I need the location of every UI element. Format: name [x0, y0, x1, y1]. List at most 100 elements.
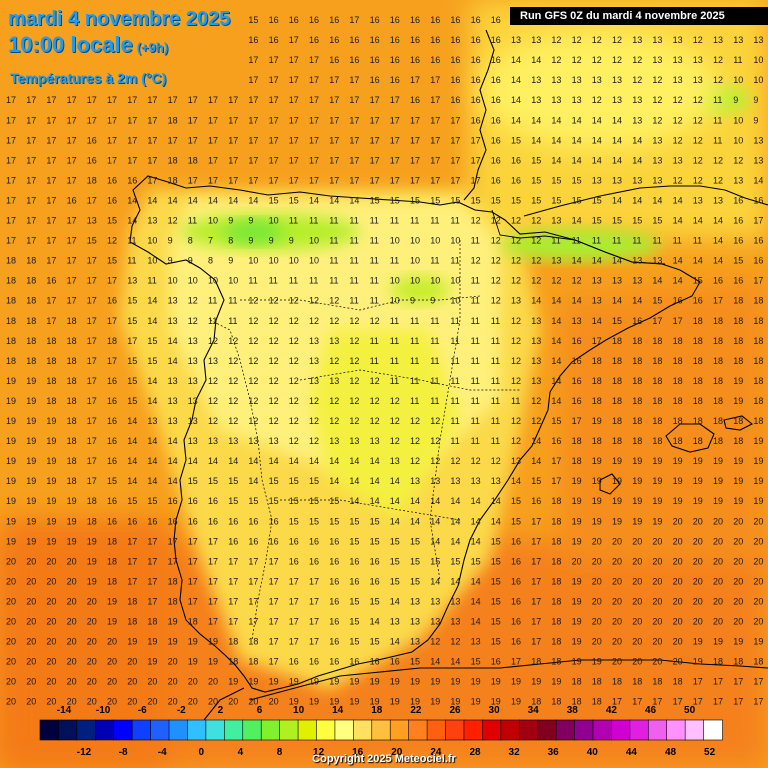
grid-temperature-value: 16 — [289, 15, 299, 25]
grid-temperature-value: 14 — [168, 196, 178, 206]
grid-temperature-value: 13 — [551, 75, 561, 85]
grid-temperature-value: 13 — [208, 356, 218, 366]
legend-swatch — [555, 719, 576, 741]
grid-temperature-value: 17 — [127, 336, 137, 346]
grid-temperature-value: 20 — [67, 576, 77, 586]
grid-temperature-value: 16 — [390, 35, 400, 45]
france-mediterranean-coast — [523, 185, 768, 217]
cool-zone-central — [310, 330, 460, 520]
grid-temperature-value: 15 — [127, 296, 137, 306]
grid-temperature-value: 15 — [147, 496, 157, 506]
grid-temperature-value: 15 — [147, 336, 157, 346]
grid-temperature-value: 10 — [733, 115, 743, 125]
grid-temperature-value: 12 — [491, 276, 501, 286]
grid-temperature-value: 15 — [531, 175, 541, 185]
grid-temperature-value: 19 — [410, 677, 420, 687]
grid-temperature-value: 20 — [733, 597, 743, 607]
grid-temperature-value: 17 — [753, 697, 763, 707]
grid-temperature-value: 16 — [551, 436, 561, 446]
grid-temperature-value: 17 — [87, 396, 97, 406]
iberian-coastline — [129, 175, 701, 693]
grid-temperature-value: 19 — [26, 496, 36, 506]
grid-temperature-value: 20 — [228, 697, 238, 707]
grid-temperature-value: 15 — [410, 556, 420, 566]
france-atlantic-coast — [463, 29, 495, 201]
grid-temperature-value: 17 — [289, 576, 299, 586]
grid-temperature-value: 13 — [713, 35, 723, 45]
grid-temperature-value: 15 — [491, 617, 501, 627]
grid-temperature-value: 14 — [269, 456, 279, 466]
grid-temperature-value: 19 — [652, 496, 662, 506]
grid-temperature-value: 18 — [592, 697, 602, 707]
grid-temperature-value: 13 — [450, 597, 460, 607]
grid-temperature-value: 17 — [693, 697, 703, 707]
grid-temperature-value: 17 — [208, 617, 218, 627]
grid-temperature-value: 10 — [269, 256, 279, 266]
grid-temperature-value: 17 — [269, 175, 279, 185]
grid-temperature-value: 17 — [269, 657, 279, 667]
grid-temperature-value: 14 — [329, 476, 339, 486]
grid-temperature-value: 11 — [147, 276, 156, 286]
grid-temperature-value: 17 — [269, 155, 279, 165]
legend-swatch — [574, 719, 594, 741]
grid-temperature-value: 13 — [612, 95, 622, 105]
grid-temperature-value: 10 — [450, 236, 460, 246]
grid-temperature-value: 19 — [511, 677, 521, 687]
grid-temperature-value: 19 — [693, 496, 703, 506]
grid-temperature-value: 20 — [733, 556, 743, 566]
grid-temperature-value: 16 — [753, 196, 763, 206]
grid-temperature-value: 12 — [390, 396, 400, 406]
grid-temperature-value: 18 — [652, 677, 662, 687]
grid-temperature-value: 13 — [147, 416, 157, 426]
grid-temperature-value: 17 — [248, 175, 258, 185]
grid-temperature-value: 12 — [309, 416, 319, 426]
grid-temperature-value: 12 — [208, 376, 218, 386]
grid-temperature-value: 11 — [450, 256, 459, 266]
grid-temperature-value: 17 — [289, 75, 299, 85]
grid-temperature-value: 17 — [127, 576, 137, 586]
grid-temperature-value: 11 — [491, 336, 500, 346]
grid-temperature-value: 19 — [67, 496, 77, 506]
grid-temperature-value: 13 — [673, 75, 683, 85]
grid-temperature-value: 20 — [632, 576, 642, 586]
grid-temperature-value: 19 — [632, 496, 642, 506]
grid-temperature-value: 17 — [289, 135, 299, 145]
grid-temperature-value: 17 — [188, 95, 198, 105]
grid-temperature-value: 17 — [168, 536, 178, 546]
grid-temperature-value: 18 — [733, 356, 743, 366]
grid-temperature-value: 20 — [208, 677, 218, 687]
grid-temperature-value: 13 — [531, 356, 541, 366]
grid-temperature-value: 11 — [370, 356, 379, 366]
grid-temperature-value: 19 — [733, 456, 743, 466]
grid-temperature-value: 17 — [87, 436, 97, 446]
grid-temperature-value: 20 — [127, 677, 137, 687]
grid-temperature-value: 11 — [410, 216, 419, 226]
grid-temperature-value: 15 — [491, 597, 501, 607]
grid-temperature-value: 19 — [87, 536, 97, 546]
grid-temperature-value: 14 — [168, 456, 178, 466]
grid-temperature-value: 13 — [592, 75, 602, 85]
grid-temperature-value: 19 — [147, 637, 157, 647]
grid-temperature-value: 14 — [511, 115, 521, 125]
grid-temperature-value: 14 — [612, 296, 622, 306]
grid-temperature-value: 17 — [410, 155, 420, 165]
grid-temperature-value: 14 — [289, 456, 299, 466]
grid-temperature-value: 11 — [471, 376, 480, 386]
grid-temperature-value: 17 — [289, 617, 299, 627]
grid-temperature-value: 13 — [188, 336, 198, 346]
grid-temperature-value: 13 — [612, 175, 622, 185]
grid-temperature-value: 16 — [188, 496, 198, 506]
grid-temperature-value: 19 — [6, 456, 16, 466]
grid-temperature-value: 16 — [329, 55, 339, 65]
grid-temperature-value: 12 — [511, 336, 521, 346]
grid-temperature-value: 18 — [592, 677, 602, 687]
grid-temperature-value: 14 — [511, 476, 521, 486]
grid-temperature-value: 18 — [753, 657, 763, 667]
legend-label: 30 — [489, 705, 501, 716]
grid-temperature-value: 15 — [248, 496, 258, 506]
grid-temperature-value: 15 — [127, 316, 137, 326]
grid-temperature-value: 9 — [248, 236, 253, 246]
grid-temperature-value: 19 — [188, 657, 198, 667]
grid-temperature-value: 11 — [430, 396, 439, 406]
